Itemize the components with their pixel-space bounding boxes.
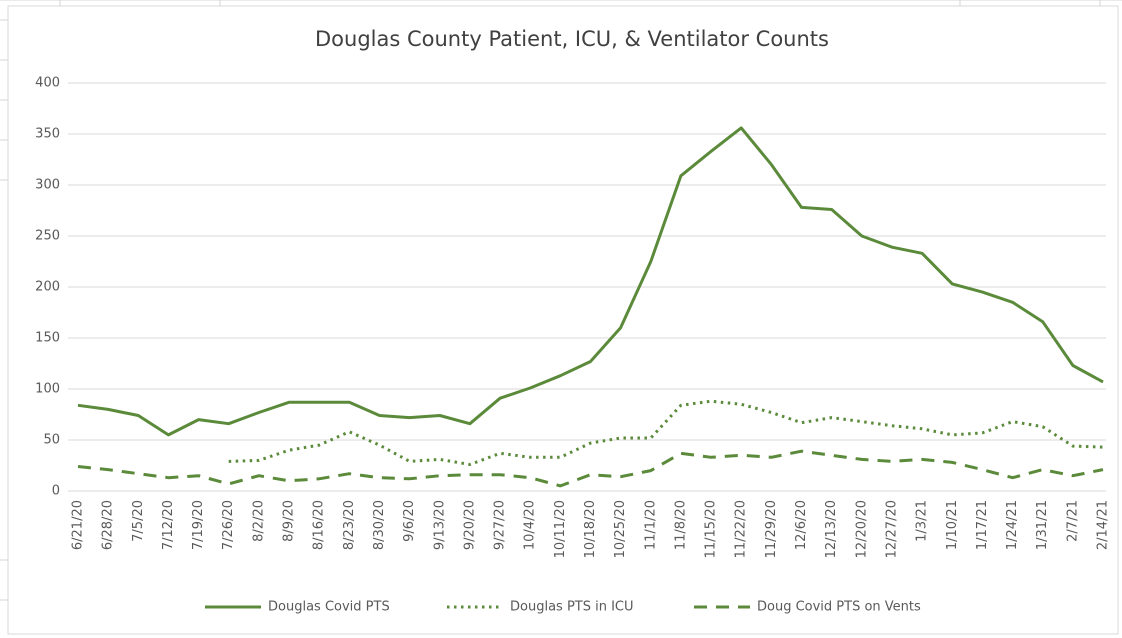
x-tick-label: 10/4/20 (523, 500, 538, 550)
x-tick-label: 7/5/20 (131, 500, 146, 542)
x-tick-label: 8/23/20 (342, 500, 357, 550)
x-tick-label: 12/27/20 (884, 500, 899, 558)
x-tick-label: 8/16/20 (312, 500, 327, 550)
x-tick-label: 11/22/20 (734, 500, 749, 558)
x-tick-label: 7/19/20 (191, 500, 206, 550)
y-tick-label: 150 (35, 331, 60, 346)
x-tick-label: 1/24/21 (1005, 500, 1020, 550)
x-tick-label: 9/6/20 (402, 500, 417, 542)
x-tick-label: 2/14/21 (1096, 500, 1111, 550)
legend-label: Doug Covid PTS on Vents (757, 600, 921, 615)
x-tick-label: 1/31/21 (1035, 500, 1050, 550)
x-tick-label: 9/13/20 (432, 500, 447, 550)
x-tick-label: 11/8/20 (673, 500, 688, 550)
x-tick-label: 11/1/20 (643, 500, 658, 550)
spreadsheet-background (0, 0, 1122, 601)
x-tick-label: 12/20/20 (854, 500, 869, 558)
x-tick-label: 10/25/20 (613, 500, 628, 558)
x-tick-label: 10/18/20 (583, 500, 598, 558)
x-tick-label: 7/12/20 (161, 500, 176, 550)
y-tick-label: 0 (52, 484, 60, 499)
x-tick-label: 8/9/20 (282, 500, 297, 542)
chart-title: Douglas County Patient, ICU, & Ventilato… (315, 27, 829, 51)
series-line (77, 126, 1104, 437)
x-tick-label: 1/17/21 (975, 500, 990, 550)
x-tick-label: 12/6/20 (794, 500, 809, 550)
legend-label: Douglas PTS in ICU (510, 600, 634, 615)
y-tick-label: 200 (35, 280, 60, 295)
y-tick-label: 50 (43, 433, 60, 448)
x-tick-label: 12/13/20 (824, 500, 839, 558)
legend-label: Douglas Covid PTS (268, 600, 390, 615)
x-tick-label: 10/11/20 (553, 500, 568, 558)
x-tick-label: 9/20/20 (462, 500, 477, 550)
y-tick-label: 100 (35, 382, 60, 397)
y-tick-label: 300 (35, 178, 60, 193)
x-tick-label: 8/30/20 (372, 500, 387, 550)
x-tick-label: 6/21/20 (71, 500, 86, 550)
y-tick-label: 350 (35, 127, 60, 142)
x-tick-label: 11/29/20 (764, 500, 779, 558)
y-tick-label: 250 (35, 229, 60, 244)
x-tick-label: 1/10/21 (945, 500, 960, 550)
x-tick-label: 11/15/20 (704, 500, 719, 558)
x-tick-label: 7/26/20 (221, 500, 236, 550)
x-tick-label: 9/27/20 (493, 500, 508, 550)
x-tick-label: 2/7/21 (1065, 500, 1080, 542)
x-tick-label: 1/3/21 (915, 500, 930, 542)
x-tick-label: 6/28/20 (101, 500, 116, 550)
x-tick-label: 8/2/20 (251, 500, 266, 542)
series-line (77, 449, 1104, 488)
series-line (228, 399, 1104, 466)
y-tick-label: 400 (35, 76, 60, 91)
chart-area (7, 5, 1119, 635)
